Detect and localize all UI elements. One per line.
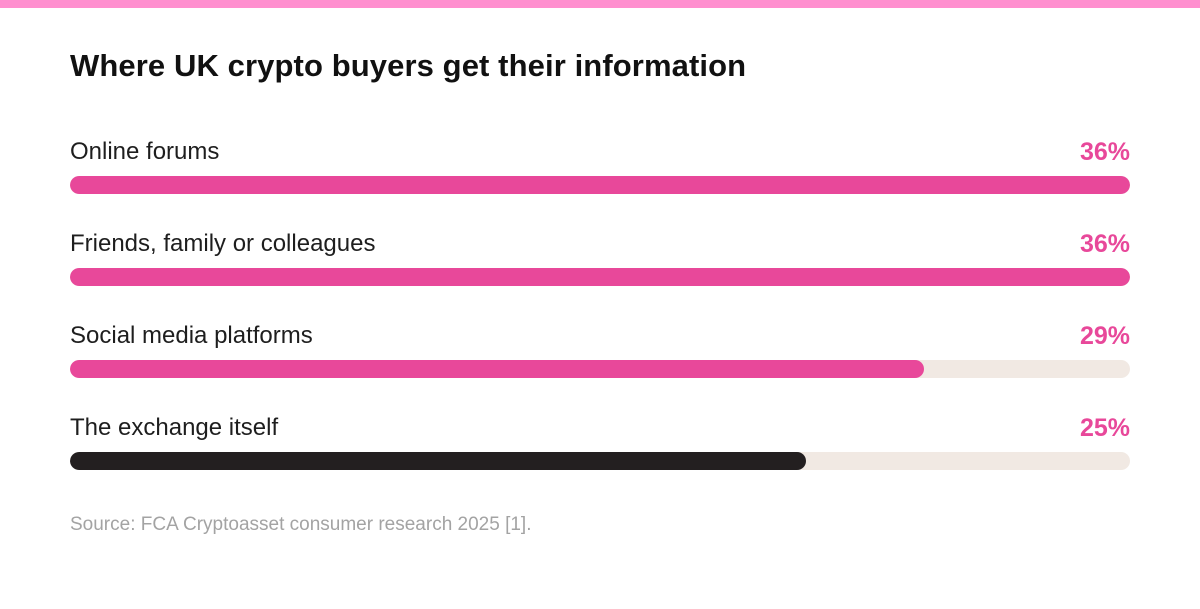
bar-row: The exchange itself 25% [70, 408, 1130, 500]
chart-title: Where UK crypto buyers get their informa… [70, 48, 747, 83]
bar-track [70, 452, 1130, 470]
bar-track [70, 268, 1130, 286]
bar [70, 452, 807, 470]
bar-track [70, 176, 1130, 194]
bar-value-label: 29% [1079, 322, 1130, 350]
bar [70, 360, 924, 378]
bar-category-label: Online forums [70, 138, 220, 165]
bar-category-label: The exchange itself [70, 414, 279, 441]
top-accent-bar [0, 0, 1200, 8]
bar-row: Online forums 36% [70, 132, 1130, 224]
bar [70, 268, 1130, 286]
bar-value-label: 25% [1079, 414, 1130, 442]
bar-category-label: Social media platforms [70, 322, 313, 349]
bar-track [70, 360, 1130, 378]
bar [70, 176, 1130, 194]
bar-value-label: 36% [1079, 138, 1130, 166]
bar-row: Social media platforms 29% [70, 316, 1130, 408]
source-note: Source: FCA Cryptoasset consumer researc… [70, 514, 532, 535]
bar-category-label: Friends, family or colleagues [70, 230, 376, 257]
bar-chart: Online forums 36% Friends, family or colle… [70, 132, 1130, 500]
bar-row: Friends, family or colleagues 36% [70, 224, 1130, 316]
bar-value-label: 36% [1079, 230, 1130, 258]
